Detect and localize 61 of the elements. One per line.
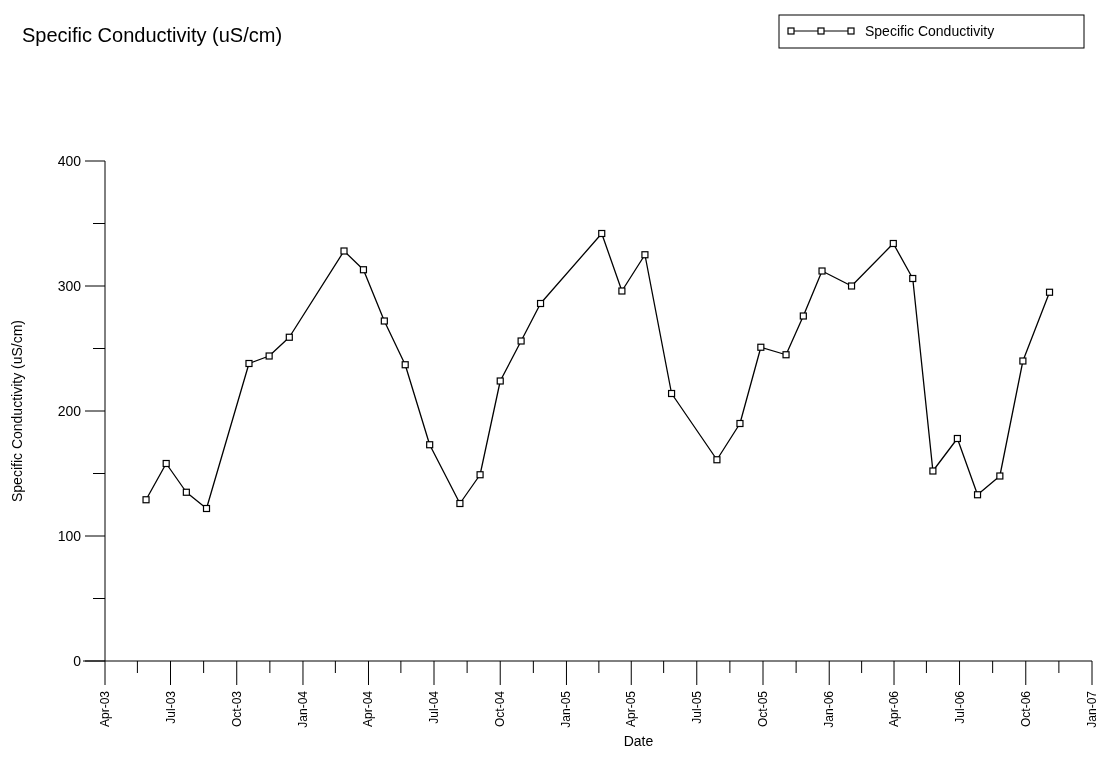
- point: [359, 266, 368, 274]
- x-tick-label: Jan-05: [559, 690, 574, 728]
- x-tick-label: Jul-03: [163, 690, 178, 724]
- point: [667, 389, 676, 398]
- point: [598, 229, 606, 238]
- point: [799, 312, 807, 320]
- x-tick-label: Jul-06: [952, 690, 967, 724]
- point: [713, 456, 721, 464]
- point: [973, 491, 982, 499]
- x-tick-label: Oct-05: [756, 690, 770, 728]
- x-tick-label: Jan-06: [822, 690, 837, 728]
- point: [736, 419, 744, 428]
- point: [782, 351, 790, 359]
- point: [401, 361, 409, 369]
- point: [380, 317, 388, 325]
- point: [340, 247, 348, 255]
- point: [202, 504, 211, 513]
- point: [1045, 288, 1054, 296]
- point: [757, 343, 765, 351]
- point: [618, 287, 626, 295]
- point: [929, 467, 937, 475]
- x-tick-label: Apr-04: [361, 690, 376, 728]
- y-tick-label: 200: [57, 403, 82, 419]
- point: [818, 267, 826, 275]
- x-tick-label: Apr-06: [887, 690, 902, 728]
- point: [536, 299, 545, 308]
- point: [285, 333, 293, 341]
- point: [889, 239, 897, 248]
- point: [265, 352, 273, 360]
- point: [162, 459, 170, 468]
- x-tick-label: Oct-06: [1018, 690, 1033, 728]
- x-tick-label: Jul-04: [427, 690, 441, 724]
- point: [953, 434, 961, 443]
- y-tick-label: 100: [57, 528, 82, 544]
- x-tick-label: Apr-03: [98, 690, 112, 728]
- point: [245, 359, 253, 368]
- point: [517, 337, 525, 345]
- point: [996, 472, 1004, 480]
- point: [641, 251, 649, 259]
- y-tick-label: 300: [57, 278, 82, 294]
- x-tick-label: Apr-05: [624, 690, 639, 728]
- point: [496, 377, 504, 385]
- point: [1019, 357, 1027, 365]
- point: [142, 496, 150, 504]
- x-tick-label: Oct-03: [229, 690, 244, 728]
- x-tick-label: Oct-04: [493, 690, 508, 728]
- y-tick-label: 400: [57, 153, 82, 169]
- point: [847, 282, 856, 290]
- point: [456, 499, 464, 508]
- point: [426, 441, 434, 449]
- point: [182, 488, 190, 496]
- x-tick-label: Jul-05: [689, 690, 704, 724]
- chart-title: Specific Conductivity (uS/cm): [22, 24, 283, 46]
- legend-label: Specific Conductivity: [865, 23, 995, 39]
- y-axis-title: Specific Conductivity (uS/cm): [9, 319, 25, 503]
- x-tick-label: Jan-04: [295, 690, 310, 728]
- point: [909, 274, 917, 283]
- x-tick-label: Jan-07: [1085, 690, 1099, 728]
- x-axis-title: Date: [623, 733, 654, 749]
- point: [476, 471, 484, 479]
- y-tick-label: 0: [73, 653, 82, 669]
